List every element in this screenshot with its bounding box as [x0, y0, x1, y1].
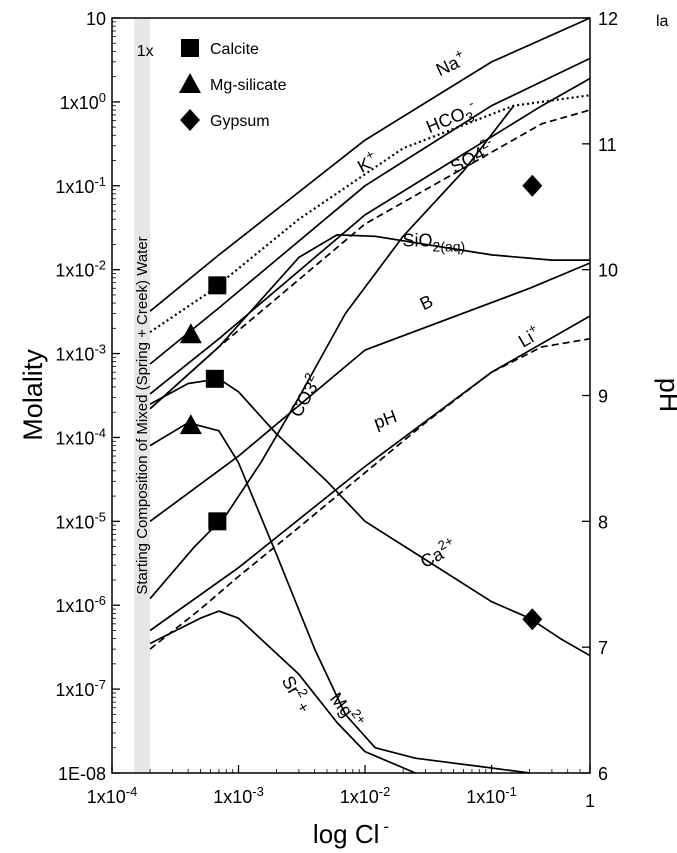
- curve-li: [149, 315, 591, 632]
- y2-axis-title: pH: [654, 378, 677, 413]
- axis-layer: 101x1001x10-11x10-21x10-31x10-41x10-51x1…: [18, 9, 677, 849]
- legend-label: Calcite: [210, 41, 259, 58]
- series-label: B: [417, 291, 436, 314]
- marker-triangle-3: [179, 323, 202, 344]
- starting-band: [134, 18, 151, 773]
- curve-ph: [149, 337, 591, 650]
- x-axis-title: log Cl -: [313, 817, 389, 849]
- legend-label: Mg-silicate: [210, 77, 287, 94]
- corner-fragment: la: [656, 13, 669, 30]
- starting-composition-band-layer: Starting Composition of Mixed (Spring + …: [134, 18, 154, 773]
- y-tick-label: 1x10-2: [55, 258, 106, 281]
- y-tick-label: 10: [86, 9, 106, 29]
- curve-hco3: [149, 94, 591, 334]
- y-tick-label: 1x10-3: [55, 342, 106, 365]
- x-tick-label: 1x10-4: [87, 784, 138, 807]
- curve-co3: [149, 105, 515, 600]
- series-label: SO42-: [445, 134, 498, 178]
- y-tick-label: 1E-08: [58, 764, 106, 784]
- y2-tick-label: 11: [598, 135, 617, 155]
- series-label: Mg2+: [326, 686, 369, 732]
- y-tick-label: 1x10-5: [55, 509, 106, 532]
- y2-tick-label: 6: [598, 764, 608, 784]
- legend-marker-triangle: [179, 73, 201, 93]
- label-layer: Na+ HCO3-SO42- K+ SiO2(aq) B CO32- Li+ pH Ca2+ Sr…: [278, 45, 544, 732]
- y-tick-label: 1x10-1: [55, 174, 106, 197]
- curve-layer: [149, 17, 591, 774]
- y-tick-label: 1x10-7: [55, 677, 106, 700]
- band-label: Starting Composition of Mixed (Spring + …: [134, 236, 151, 594]
- legend-label: Gypsum: [210, 113, 270, 130]
- series-label: Na+: [431, 45, 469, 80]
- y-tick-label: 1x10-4: [55, 425, 106, 448]
- x-tick-label: 1: [585, 791, 595, 811]
- curve-k: [149, 57, 591, 365]
- legend-marker-diamond: [180, 109, 200, 131]
- y2-tick-label: 9: [598, 387, 608, 407]
- curve-sio2: [149, 234, 590, 410]
- plot-frame: [111, 17, 591, 774]
- legend-layer: Calcite Mg-silicate Gypsum: [179, 39, 287, 131]
- series-label: Ca2+: [415, 533, 460, 572]
- curve-b: [149, 262, 591, 522]
- marker-diamond-6: [522, 608, 543, 631]
- y2-tick-label: 12: [598, 9, 618, 29]
- series-label: CO32-: [282, 366, 327, 420]
- series-label: Sr2 +: [278, 670, 318, 716]
- marker-square-0: [208, 276, 227, 295]
- x-tick-label: 1x10-2: [340, 784, 391, 807]
- marker-diamond-5: [522, 174, 543, 197]
- series-label: pH: [371, 406, 399, 433]
- series-label: K+: [352, 146, 381, 176]
- marker-square-2: [208, 512, 227, 531]
- marker-layer: [179, 174, 543, 631]
- y2-tick-label: 8: [598, 512, 608, 532]
- curve-so4: [149, 77, 591, 395]
- marker-square-1: [205, 369, 224, 388]
- y-tick-label: 1x100: [60, 90, 106, 113]
- series-label: HCO3-: [422, 95, 481, 140]
- x-tick-label: 1x10-1: [466, 784, 517, 807]
- curve-na: [149, 17, 591, 312]
- legend-marker-square: [181, 39, 199, 57]
- y2-tick-label: 10: [598, 261, 618, 281]
- series-label: Li+: [513, 320, 544, 352]
- y-axis-title: Molality: [18, 349, 48, 441]
- y2-tick-label: 7: [598, 638, 608, 658]
- x-tick-label: 1x10-3: [213, 784, 264, 807]
- series-label: SiO2(aq): [403, 230, 466, 254]
- band-top-label: 1x: [137, 43, 154, 60]
- curve-mg: [149, 421, 530, 774]
- y-tick-label: 1x10-6: [55, 593, 106, 616]
- marker-triangle-4: [179, 414, 202, 435]
- curve-sr: [149, 610, 416, 774]
